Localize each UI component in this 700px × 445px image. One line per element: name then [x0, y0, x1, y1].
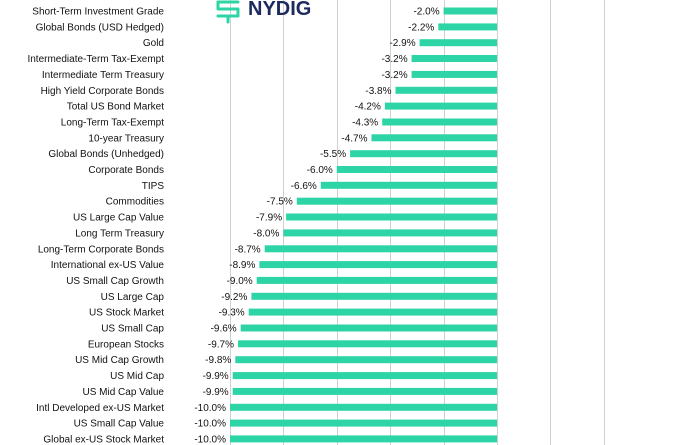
value-labels: -2.0% -2.2% -2.9% -3.2% -3.2% -3.8% -4.2% -4.3%…	[194, 7, 439, 445]
bar	[411, 55, 497, 62]
category-label: High Yield Corporate Bonds	[41, 86, 164, 97]
category-label: Long-Term Corporate Bonds	[38, 244, 164, 255]
category-label: US Large Cap	[101, 292, 165, 303]
category-label: US Stock Market	[89, 308, 164, 319]
value-label: -9.2%	[221, 292, 247, 303]
value-label: -4.3%	[352, 118, 378, 129]
value-label: -4.2%	[355, 102, 381, 113]
bar	[256, 276, 497, 284]
brand-logo: NYDIG	[216, 0, 311, 24]
bar	[384, 102, 497, 110]
category-label: Intermediate Term Treasury	[42, 70, 164, 81]
value-label: -9.9%	[203, 371, 229, 382]
bar	[382, 118, 497, 126]
value-label: -2.2%	[408, 22, 434, 33]
bar	[230, 419, 497, 427]
category-label: Short-Term Investment Grade	[32, 7, 164, 18]
bar	[395, 86, 497, 94]
value-label: -2.9%	[389, 38, 415, 49]
value-label: -8.7%	[235, 244, 261, 255]
value-label: -5.5%	[320, 149, 346, 160]
category-label: European Stocks	[88, 339, 164, 350]
category-label: US Mid Cap	[110, 371, 164, 382]
category-label: US Mid Cap Growth	[75, 355, 164, 366]
bar	[320, 181, 497, 189]
bar	[235, 356, 498, 364]
bar	[232, 387, 497, 395]
bar	[251, 292, 497, 300]
bar	[240, 324, 497, 332]
bar	[259, 261, 497, 269]
value-label: -8.9%	[229, 260, 255, 271]
category-label: US Mid Cap Value	[82, 387, 164, 398]
category-label: US Small Cap Value	[74, 419, 165, 430]
category-label: 10-year Treasury	[88, 133, 164, 144]
category-label: Global Bonds (Unhedged)	[48, 149, 164, 160]
bar	[336, 166, 497, 173]
bar	[419, 39, 497, 47]
category-label: Gold	[143, 38, 164, 49]
bar	[230, 403, 497, 411]
value-label: -10.0%	[194, 434, 226, 445]
category-label: Long Term Treasury	[75, 228, 164, 239]
category-label: Commodities	[106, 197, 164, 208]
value-label: -10.0%	[194, 403, 226, 414]
value-label: -6.0%	[307, 165, 333, 176]
category-label: US Small Cap Growth	[66, 276, 164, 287]
value-label: -9.6%	[211, 324, 237, 335]
bar	[438, 23, 497, 31]
bar	[230, 435, 497, 443]
value-label: -7.9%	[256, 213, 282, 224]
bar	[443, 7, 497, 15]
category-label: International ex-US Value	[51, 260, 165, 271]
category-label: US Large Cap Value	[73, 213, 164, 224]
logo-icon	[216, 0, 240, 24]
category-label: Total US Bond Market	[67, 102, 164, 113]
bar	[232, 372, 497, 380]
bar-series	[230, 7, 498, 443]
category-label: Long-Term Tax-Exempt	[61, 118, 164, 129]
category-label: Global Bonds (USD Hedged)	[36, 22, 164, 33]
value-label: -9.0%	[227, 276, 253, 287]
value-label: -9.9%	[203, 387, 229, 398]
value-label: -3.2%	[381, 54, 407, 65]
bar	[283, 229, 497, 237]
value-label: -3.2%	[381, 70, 407, 81]
value-label: -3.8%	[365, 86, 391, 97]
value-label: -9.7%	[208, 339, 234, 350]
bar	[286, 213, 497, 221]
bar	[238, 340, 497, 348]
category-label: TIPS	[142, 181, 165, 192]
value-label: -4.7%	[341, 133, 367, 144]
category-label: Intl Developed ex-US Market	[36, 403, 164, 414]
category-label: Intermediate-Term Tax-Exempt	[27, 54, 164, 65]
bar	[296, 197, 498, 205]
bar	[371, 134, 497, 142]
category-label: US Small Cap	[101, 324, 164, 335]
value-label: -2.0%	[413, 7, 439, 18]
value-label: -8.0%	[253, 228, 279, 239]
bar	[411, 70, 497, 78]
bar	[350, 150, 497, 158]
value-label: -9.8%	[205, 355, 231, 366]
bar	[264, 245, 497, 253]
value-label: -10.0%	[194, 419, 226, 430]
category-labels: Short-Term Investment Grade Global Bonds …	[27, 7, 164, 445]
category-label: Global ex-US Stock Market	[43, 434, 164, 445]
category-label: Corporate Bonds	[88, 165, 164, 176]
value-label: -7.5%	[267, 197, 293, 208]
value-label: -6.6%	[291, 181, 317, 192]
logo-text: NYDIG	[248, 0, 311, 20]
bar	[248, 308, 497, 316]
value-label: -9.3%	[219, 308, 245, 319]
